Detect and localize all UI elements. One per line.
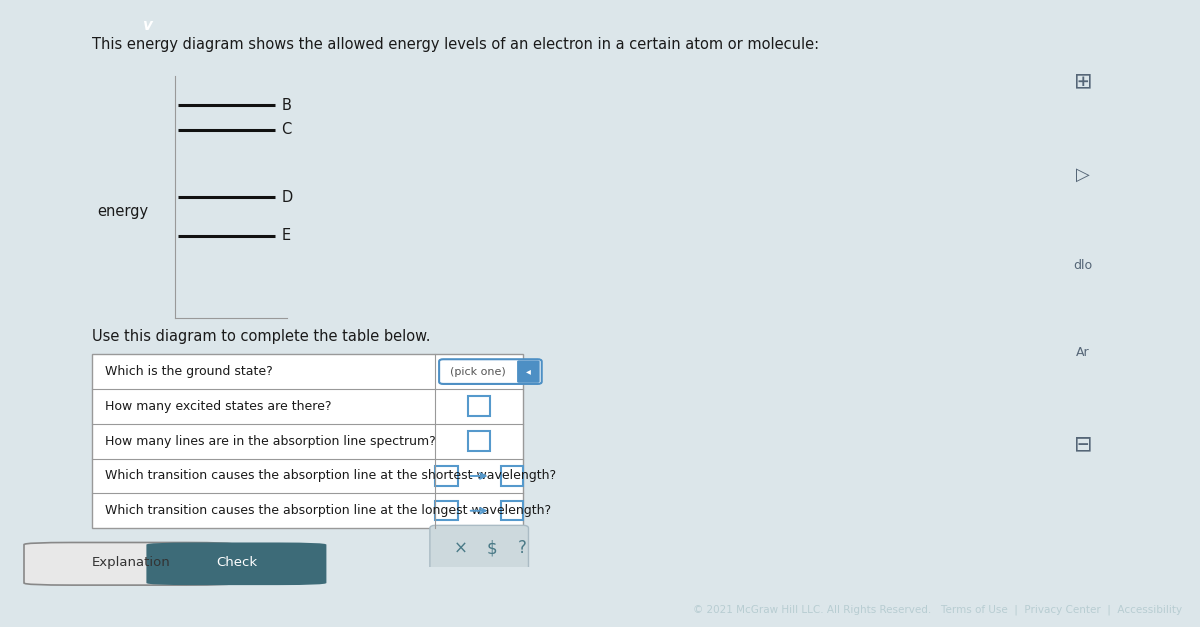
Bar [468,396,491,416]
Text: Explanation: Explanation [91,556,170,569]
Text: ⊟: ⊟ [1074,434,1092,454]
Text: E: E [281,228,290,243]
Bar [468,431,491,451]
Bar [92,354,523,528]
Text: How many lines are in the absorption line spectrum?: How many lines are in the absorption lin… [104,435,436,448]
Text: v: v [142,18,152,33]
Text: Which is the ground state?: Which is the ground state? [104,365,272,378]
Text: ◂: ◂ [526,367,530,377]
Text: Use this diagram to complete the table below.: Use this diagram to complete the table b… [92,329,431,344]
Text: $: $ [486,539,497,557]
Text: D: D [281,189,293,204]
Text: B: B [281,98,292,113]
Text: Which transition causes the absorption line at the shortest wavelength?: Which transition causes the absorption l… [104,470,556,482]
Bar [500,466,523,485]
Text: dlo: dlo [1074,260,1092,273]
Text: Ar: Ar [1076,345,1090,359]
FancyBboxPatch shape [439,359,541,384]
Text: ?: ? [517,539,527,557]
Bar [436,501,457,520]
Bar [500,501,523,520]
FancyBboxPatch shape [146,542,326,585]
Text: C: C [281,122,292,137]
Bar [436,466,457,485]
Text: energy: energy [97,204,149,219]
Text: Which transition causes the absorption line at the longest wavelength?: Which transition causes the absorption l… [104,504,551,517]
FancyBboxPatch shape [517,361,540,383]
Text: ×: × [454,539,468,557]
Text: © 2021 McGraw Hill LLC. All Rights Reserved.   Terms of Use  |  Privacy Center  : © 2021 McGraw Hill LLC. All Rights Reser… [692,605,1182,615]
Text: ⊞: ⊞ [1074,73,1092,93]
Text: Check: Check [216,556,257,569]
FancyBboxPatch shape [430,525,528,571]
FancyBboxPatch shape [24,542,234,585]
Text: How many excited states are there?: How many excited states are there? [104,400,331,413]
Text: ▷: ▷ [1076,166,1090,183]
Text: (pick one): (pick one) [450,367,506,377]
Text: This energy diagram shows the allowed energy levels of an electron in a certain : This energy diagram shows the allowed en… [92,37,820,52]
